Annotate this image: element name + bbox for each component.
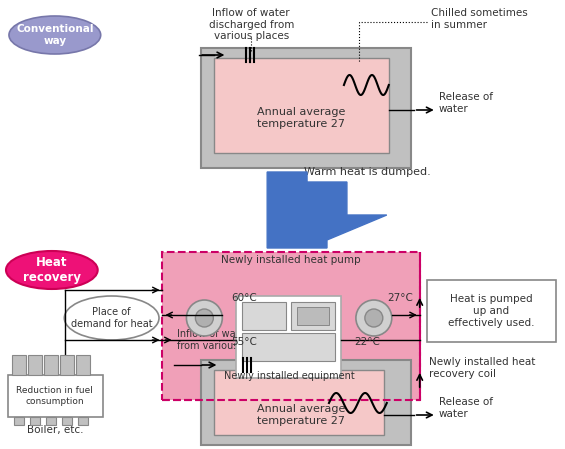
Bar [242,302,286,330]
Bar [201,48,411,168]
Text: Place of
demand for heat: Place of demand for heat [71,307,153,329]
Bar [297,307,329,325]
Text: Conventional
way: Conventional way [16,24,94,46]
Bar [76,355,90,375]
Text: Newly installed heat
recovery coil: Newly installed heat recovery coil [429,357,535,379]
Bar [78,417,88,425]
Bar [214,370,384,435]
Circle shape [195,309,214,327]
Bar [46,417,56,425]
Polygon shape [267,172,387,248]
Circle shape [365,309,383,327]
Text: 27°C: 27°C [387,293,412,303]
Bar [62,417,72,425]
Text: Inflow of water
discharged from
various places: Inflow of water discharged from various … [208,8,294,41]
Bar [28,355,42,375]
Ellipse shape [6,251,98,289]
Ellipse shape [64,296,159,340]
Circle shape [186,300,222,336]
Bar [291,302,335,330]
Text: Warm heat is dumped.: Warm heat is dumped. [304,167,431,177]
Text: Heat
recovery: Heat recovery [23,256,81,284]
Text: Annual average
temperature 27: Annual average temperature 27 [257,404,345,426]
Bar [60,355,74,375]
Text: Newly installed equipment: Newly installed equipment [224,371,354,381]
Bar [8,375,103,417]
Text: 60°C: 60°C [231,293,257,303]
Text: Inflow of water discharged
from various places: Inflow of water discharged from various … [177,329,307,351]
Bar [163,252,420,400]
Bar [12,355,26,375]
Bar [242,333,335,361]
Text: Heat is pumped
up and
effectively used.: Heat is pumped up and effectively used. [448,295,534,328]
Text: Release of
water: Release of water [438,92,493,114]
Text: Boiler, etc.: Boiler, etc. [27,425,83,435]
Ellipse shape [9,16,101,54]
Text: 22°C: 22°C [354,337,380,347]
Text: Annual average
temperature 27: Annual average temperature 27 [257,107,345,129]
Text: Release of
water: Release of water [438,397,493,419]
Bar [427,280,557,342]
Bar [201,360,411,445]
Circle shape [356,300,392,336]
Text: Chilled sometimes
in summer: Chilled sometimes in summer [431,8,527,30]
Text: 55°C: 55°C [231,337,257,347]
Text: Reduction in fuel
consumption: Reduction in fuel consumption [16,386,93,406]
Bar [44,355,58,375]
Bar [30,417,40,425]
Bar [236,296,341,378]
Bar [14,417,24,425]
Bar [214,58,389,153]
Text: Newly installed heat pump: Newly installed heat pump [221,255,361,265]
